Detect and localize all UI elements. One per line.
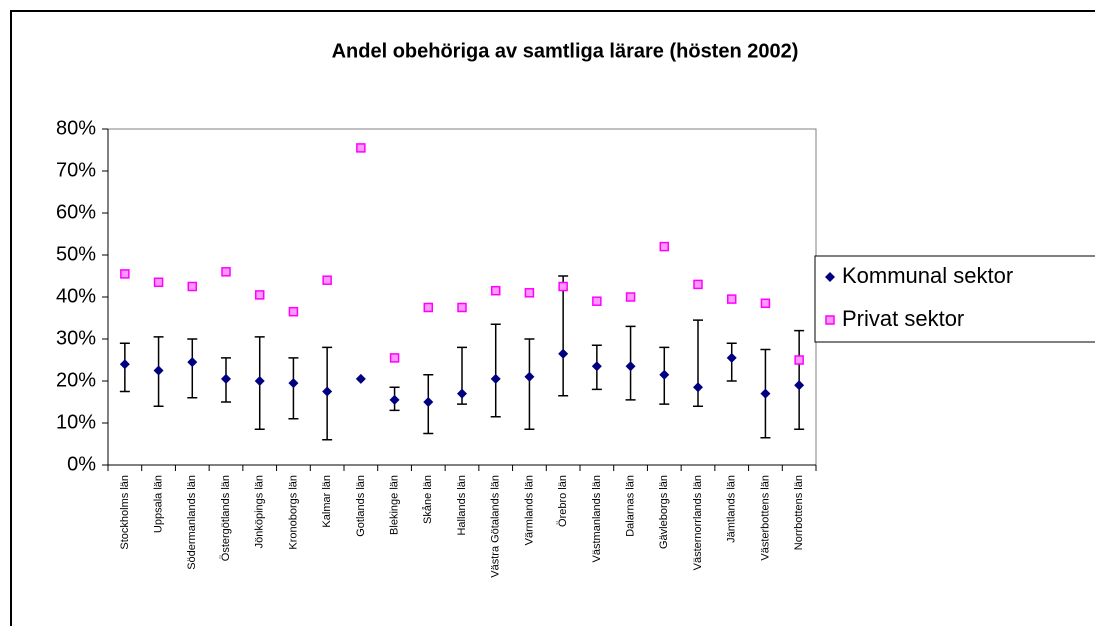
point bbox=[558, 281, 568, 292]
legend-label: Privat sektor bbox=[842, 306, 964, 331]
x-tick-label: Kalmar län bbox=[321, 475, 333, 528]
point bbox=[119, 359, 130, 370]
point bbox=[490, 285, 501, 296]
y-tick-label: 70% bbox=[56, 159, 96, 181]
x-tick-label: Dalarnas län bbox=[624, 475, 636, 537]
x-tick-label: Kronoborgs län bbox=[287, 475, 299, 550]
point bbox=[221, 373, 231, 384]
x-tick-label: Västernorrlands län bbox=[692, 475, 704, 570]
point bbox=[592, 296, 602, 306]
error-bar bbox=[490, 323, 501, 418]
x-tick-label: Västmanlands län bbox=[591, 475, 603, 562]
point bbox=[760, 298, 771, 309]
point bbox=[825, 272, 835, 282]
point bbox=[659, 241, 670, 252]
point bbox=[693, 382, 703, 393]
point bbox=[120, 269, 130, 279]
x-tick-label: Värmlands län bbox=[523, 475, 535, 545]
point bbox=[625, 361, 636, 372]
point bbox=[423, 302, 434, 313]
point bbox=[254, 290, 265, 300]
point bbox=[524, 288, 535, 298]
error-bar bbox=[794, 329, 805, 431]
x-tick-label: Blekinge län bbox=[388, 475, 400, 535]
error-bar bbox=[558, 275, 569, 397]
point bbox=[693, 279, 703, 290]
point bbox=[153, 277, 164, 288]
y-tick-label: 20% bbox=[56, 369, 96, 391]
y-tick-label: 30% bbox=[56, 327, 96, 349]
point bbox=[591, 361, 602, 372]
point bbox=[389, 353, 400, 363]
point bbox=[457, 388, 467, 399]
point bbox=[355, 373, 366, 384]
point bbox=[825, 315, 835, 325]
point bbox=[288, 378, 299, 389]
error-bar bbox=[288, 357, 299, 420]
legend-label: Kommunal sektor bbox=[842, 263, 1013, 288]
x-tick-label: Jämtlands län bbox=[726, 475, 738, 543]
point bbox=[153, 365, 164, 376]
point bbox=[726, 294, 737, 304]
error-bar bbox=[524, 338, 535, 431]
x-tick-label: Södermanlands län bbox=[186, 475, 198, 570]
point bbox=[457, 302, 467, 313]
x-tick-label: Västra Götalands län bbox=[490, 475, 502, 578]
x-tick-label: Skåne län bbox=[422, 475, 434, 524]
point bbox=[625, 292, 636, 302]
point bbox=[389, 394, 400, 405]
point bbox=[187, 357, 198, 368]
point bbox=[254, 376, 265, 386]
point bbox=[187, 281, 198, 292]
point bbox=[288, 306, 299, 317]
y-tick-label: 80% bbox=[56, 117, 96, 139]
chart-title: Andel obehöriga av samtliga lärare (höst… bbox=[332, 40, 799, 62]
point bbox=[760, 388, 771, 399]
y-tick-label: 50% bbox=[56, 243, 96, 265]
x-tick-label: Uppsala län bbox=[152, 475, 164, 533]
x-tick-label: Gävleborgs län bbox=[658, 475, 670, 549]
point bbox=[322, 386, 333, 397]
x-tick-label: Jönköpings län bbox=[254, 475, 266, 548]
point bbox=[423, 397, 434, 407]
point bbox=[558, 348, 569, 359]
y-tick-label: 40% bbox=[56, 285, 96, 307]
point bbox=[221, 267, 231, 277]
y-tick-label: 60% bbox=[56, 201, 96, 223]
x-tick-label: Hallands län bbox=[456, 475, 468, 536]
point bbox=[659, 369, 670, 380]
point bbox=[322, 275, 332, 285]
point bbox=[356, 143, 366, 153]
x-tick-label: Västerbottens län bbox=[759, 475, 771, 561]
point bbox=[524, 371, 535, 382]
y-tick-label: 10% bbox=[56, 411, 96, 433]
legend bbox=[814, 255, 1095, 343]
x-tick-label: Gotlands län bbox=[355, 475, 367, 537]
point bbox=[490, 373, 501, 384]
x-tick-label: Örebro län bbox=[557, 475, 569, 527]
point bbox=[726, 352, 737, 363]
x-tick-label: Stockholms län bbox=[119, 475, 131, 550]
x-tick-label: Östergötlands län bbox=[220, 475, 232, 561]
y-tick-label: 0% bbox=[67, 453, 96, 475]
point bbox=[794, 380, 805, 391]
point bbox=[794, 355, 804, 365]
x-tick-label: Norrbottens län bbox=[793, 475, 805, 550]
error-bar bbox=[187, 338, 198, 399]
